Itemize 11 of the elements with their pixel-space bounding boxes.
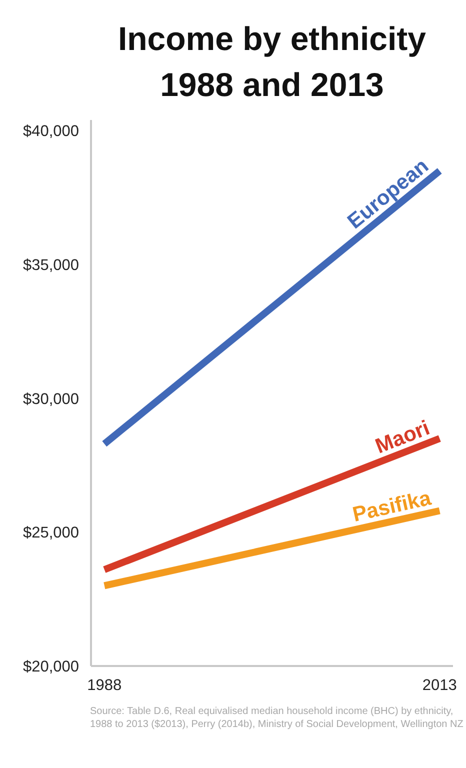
text: Maori xyxy=(372,416,433,458)
source-note: Source: Table D.6, Real equivalised median household income (BHC) by ethnicity, 1988 to 2013 ($2013), Perry (2014b), Ministry of Social Development, Wellington NZ xyxy=(90,706,464,730)
y-tick-label: $25,000 xyxy=(22,524,80,542)
y-tick-label: $30,000 xyxy=(22,390,80,408)
x-tick-label: 1988 xyxy=(87,677,122,694)
x-tick-label: 2013 xyxy=(422,677,457,694)
y-tick-label: $40,000 xyxy=(22,123,80,140)
y-tick-label: $35,000 xyxy=(22,256,80,274)
text: Pasifika xyxy=(350,486,434,526)
chart-title: Income by ethnicity 1988 and 2013 xyxy=(118,20,427,103)
y-tick-label: $20,000 xyxy=(22,658,80,676)
